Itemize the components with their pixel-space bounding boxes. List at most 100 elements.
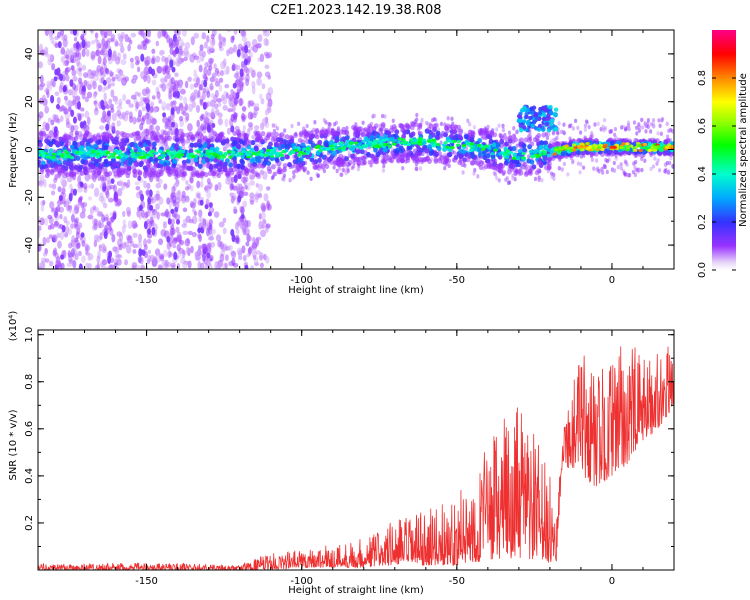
ridge-core bbox=[592, 143, 597, 147]
noise-speckle bbox=[156, 211, 160, 220]
ridge-core bbox=[38, 153, 41, 157]
ridge-cell bbox=[250, 168, 256, 174]
ridge-core bbox=[210, 155, 215, 160]
noise-speckle bbox=[251, 242, 258, 249]
ridge-cell bbox=[609, 140, 615, 146]
ridge-core bbox=[349, 141, 354, 145]
ridge-core bbox=[656, 145, 661, 149]
ridge-core bbox=[554, 148, 559, 152]
halo-speckle bbox=[381, 168, 386, 173]
noise-speckle bbox=[87, 184, 91, 189]
ridge-core bbox=[468, 148, 474, 153]
streak-speckle bbox=[201, 91, 206, 101]
ridge-cell bbox=[380, 158, 386, 164]
noise-speckle bbox=[214, 80, 221, 87]
ridge-cell bbox=[66, 140, 71, 146]
ridge-cell bbox=[197, 163, 203, 169]
noise-speckle bbox=[217, 112, 223, 118]
ridge-cell bbox=[136, 135, 142, 141]
halo-speckle bbox=[653, 156, 657, 161]
halo-speckle bbox=[626, 125, 630, 130]
ridge-core bbox=[586, 146, 591, 150]
halo-speckle bbox=[637, 128, 641, 133]
ridge-core bbox=[318, 149, 323, 153]
ridge-cell bbox=[135, 130, 140, 136]
ridge-core bbox=[316, 144, 321, 148]
secondary-cell bbox=[550, 118, 555, 123]
ridge-cell bbox=[158, 163, 164, 170]
halo-speckle bbox=[635, 167, 640, 172]
noise-speckle bbox=[261, 211, 266, 220]
noise-speckle bbox=[68, 205, 72, 213]
ridge-core bbox=[490, 152, 495, 156]
ridge-cell bbox=[380, 121, 386, 128]
noise-speckle bbox=[62, 192, 67, 198]
ridge-cell bbox=[282, 163, 288, 169]
ridge-cell bbox=[462, 157, 468, 163]
noise-speckle bbox=[263, 193, 269, 202]
ridge-core bbox=[505, 149, 510, 153]
ridge-cell bbox=[174, 137, 180, 143]
noise-speckle bbox=[161, 82, 167, 92]
ridge-cell bbox=[499, 133, 504, 139]
streak-speckle bbox=[142, 97, 147, 103]
streak-speckle bbox=[52, 183, 57, 190]
noise-speckle bbox=[177, 128, 184, 133]
streak-speckle bbox=[201, 222, 206, 230]
secondary-cell bbox=[531, 120, 537, 125]
ridge-cell bbox=[103, 144, 109, 151]
halo-speckle bbox=[640, 167, 644, 173]
streak-speckle bbox=[171, 66, 176, 73]
streak-speckle bbox=[74, 130, 79, 136]
ridge-cell bbox=[658, 147, 664, 153]
streak-speckle bbox=[78, 263, 83, 269]
noise-speckle bbox=[190, 92, 196, 102]
halo-speckle bbox=[584, 119, 589, 124]
ridge-cell bbox=[317, 157, 322, 163]
noise-speckle bbox=[163, 249, 168, 258]
ridge-cell bbox=[96, 132, 101, 138]
ridge-cell bbox=[236, 163, 242, 169]
ridge-cell bbox=[481, 134, 487, 140]
secondary-cell bbox=[534, 111, 539, 117]
streak-speckle bbox=[111, 122, 116, 131]
streak-speckle bbox=[208, 65, 213, 71]
ridge-cell bbox=[202, 142, 208, 149]
noise-speckle bbox=[184, 238, 191, 247]
ridge-core bbox=[281, 149, 286, 154]
noise-speckle bbox=[130, 32, 137, 38]
noise-speckle bbox=[75, 231, 80, 240]
halo-speckle bbox=[578, 170, 582, 175]
ridge-cell bbox=[145, 139, 151, 145]
secondary-cell bbox=[534, 116, 539, 121]
ridge-cell bbox=[542, 155, 548, 162]
noise-speckle bbox=[93, 70, 100, 77]
streak-speckle bbox=[199, 83, 204, 91]
noise-speckle bbox=[97, 220, 102, 229]
noise-speckle bbox=[61, 187, 66, 195]
ridge-cell bbox=[310, 133, 316, 139]
ridge-cell bbox=[538, 161, 544, 167]
noise-speckle bbox=[206, 35, 210, 43]
noise-speckle bbox=[221, 39, 227, 47]
noise-speckle bbox=[49, 260, 54, 267]
streak-speckle bbox=[241, 115, 246, 123]
halo-speckle bbox=[537, 175, 541, 180]
noise-speckle bbox=[190, 245, 194, 254]
noise-speckle bbox=[44, 258, 50, 263]
ridge-core bbox=[664, 145, 670, 149]
noise-speckle bbox=[125, 244, 132, 254]
streak-speckle bbox=[162, 112, 167, 118]
ridge-core bbox=[431, 144, 437, 148]
ridge-cell bbox=[341, 162, 346, 168]
noise-speckle bbox=[102, 202, 108, 209]
ridge-core bbox=[91, 150, 96, 154]
ridge-cell bbox=[384, 129, 389, 136]
ridge-cell bbox=[402, 129, 408, 136]
streak-speckle bbox=[54, 252, 59, 260]
ridge-cell bbox=[82, 166, 88, 172]
ridge-cell bbox=[531, 164, 537, 170]
noise-speckle bbox=[256, 77, 262, 86]
ridge-core bbox=[173, 154, 178, 158]
streak-speckle bbox=[114, 40, 119, 47]
